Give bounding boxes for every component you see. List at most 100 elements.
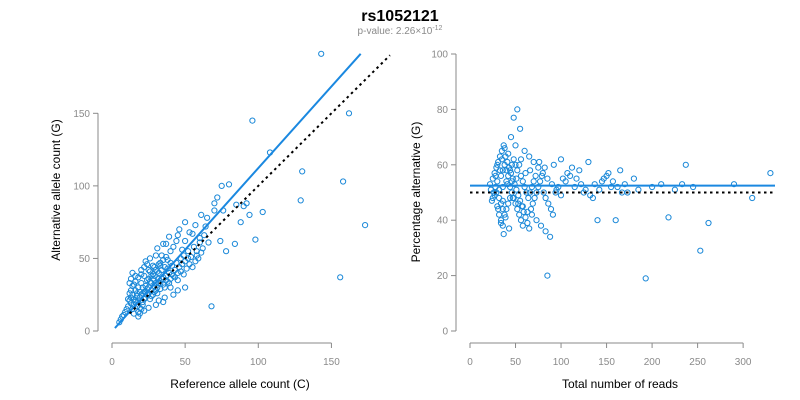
- left-data-point: [152, 252, 159, 259]
- right-data-point: [489, 175, 496, 182]
- right-data-point: [510, 114, 517, 121]
- right-data-point: [510, 156, 517, 163]
- right-data-point: [512, 161, 519, 168]
- right-data-point: [502, 153, 509, 160]
- left-data-point: [155, 297, 162, 304]
- left-data-point: [183, 265, 190, 272]
- left-data-point: [141, 307, 148, 314]
- right-data-point: [506, 225, 513, 232]
- left-x-tick-label: 0: [109, 357, 115, 368]
- right-data-point: [532, 172, 539, 179]
- left-data-point: [161, 294, 168, 301]
- right-data-point: [545, 200, 552, 207]
- left-data-point: [145, 275, 152, 282]
- right-data-point: [527, 167, 534, 174]
- right-x-tick-label: 250: [689, 357, 706, 368]
- left-data-point: [182, 237, 189, 245]
- right-data-point: [513, 175, 520, 182]
- left-data-point: [160, 281, 167, 288]
- right-data-point: [494, 203, 501, 210]
- right-x-tick-label: 150: [598, 357, 615, 368]
- right-data-point: [618, 189, 626, 196]
- right-data-point: [494, 161, 501, 168]
- right-data-point: [690, 183, 697, 191]
- left-data-point: [146, 255, 154, 262]
- right-data-point: [501, 161, 508, 168]
- left-data-point: [193, 252, 200, 259]
- right-data-point: [505, 172, 512, 179]
- right-data-point: [498, 147, 505, 154]
- left-data-point: [318, 50, 325, 57]
- left-data-point: [130, 310, 137, 317]
- left-data-point: [161, 284, 168, 291]
- left-data-point: [135, 313, 142, 320]
- left-data-point: [340, 178, 347, 185]
- left-data-point: [123, 306, 130, 313]
- right-y-tick-label: 80: [437, 105, 449, 116]
- left-data-point: [138, 306, 145, 313]
- left-data-point: [174, 232, 181, 239]
- right-data-point: [522, 170, 529, 177]
- left-data-point: [249, 117, 256, 124]
- right-data-point: [591, 181, 598, 188]
- left-data-point: [252, 236, 259, 243]
- right-data-point: [499, 167, 506, 174]
- left-data-point: [152, 301, 159, 308]
- left-data-point: [141, 272, 148, 279]
- right-data-point: [522, 214, 529, 221]
- left-data-point: [145, 304, 152, 311]
- right-data-point: [518, 203, 526, 210]
- left-data-point: [132, 287, 139, 294]
- right-data-point: [767, 170, 774, 177]
- left-data-point: [211, 200, 218, 207]
- right-data-point: [529, 200, 536, 207]
- left-data-point: [152, 266, 159, 274]
- right-y-tick-label: 40: [437, 216, 449, 227]
- right-data-point: [493, 164, 500, 171]
- right-data-point: [524, 219, 531, 227]
- left-data-point: [187, 253, 195, 261]
- right-data-point: [497, 217, 505, 224]
- right-data-point: [492, 183, 499, 191]
- left-data-point: [148, 293, 155, 300]
- right-data-point: [544, 272, 551, 279]
- right-y-axis-title: Percentage alternative (G): [409, 122, 423, 263]
- right-data-point: [596, 186, 603, 193]
- right-data-point: [503, 167, 510, 174]
- chart-subtitle: p-value: 2.26×10-12: [358, 25, 443, 37]
- right-data-point: [630, 175, 638, 182]
- right-data-point: [527, 189, 534, 196]
- right-data-point: [555, 183, 562, 191]
- left-y-tick-label: 100: [73, 181, 90, 192]
- left-data-point: [125, 303, 132, 310]
- right-data-point: [617, 167, 624, 174]
- right-data-point: [520, 208, 527, 215]
- right-data-point: [608, 183, 615, 191]
- left-data-point: [160, 240, 167, 247]
- right-data-point: [511, 181, 518, 188]
- right-data-point: [535, 183, 542, 191]
- left-data-point: [167, 248, 174, 255]
- left-data-point: [136, 304, 143, 311]
- left-data-point: [126, 297, 133, 304]
- right-data-point: [526, 153, 533, 160]
- right-data-point: [594, 217, 601, 224]
- left-data-point: [164, 265, 171, 272]
- left-data-point: [170, 272, 177, 279]
- left-data-point: [231, 240, 238, 247]
- left-data-point: [202, 223, 209, 230]
- right-data-point: [557, 156, 565, 163]
- right-data-point: [512, 200, 519, 207]
- left-data-point: [246, 211, 253, 218]
- right-data-point: [538, 172, 546, 179]
- right-data-point: [537, 178, 544, 185]
- right-data-point: [658, 181, 665, 188]
- left-data-point: [180, 271, 187, 278]
- right-data-point: [494, 178, 501, 185]
- left-data-point: [186, 261, 193, 268]
- left-data-point: [337, 274, 344, 281]
- right-data-point: [516, 211, 523, 218]
- left-data-point: [154, 290, 161, 297]
- right-data-point: [513, 186, 520, 193]
